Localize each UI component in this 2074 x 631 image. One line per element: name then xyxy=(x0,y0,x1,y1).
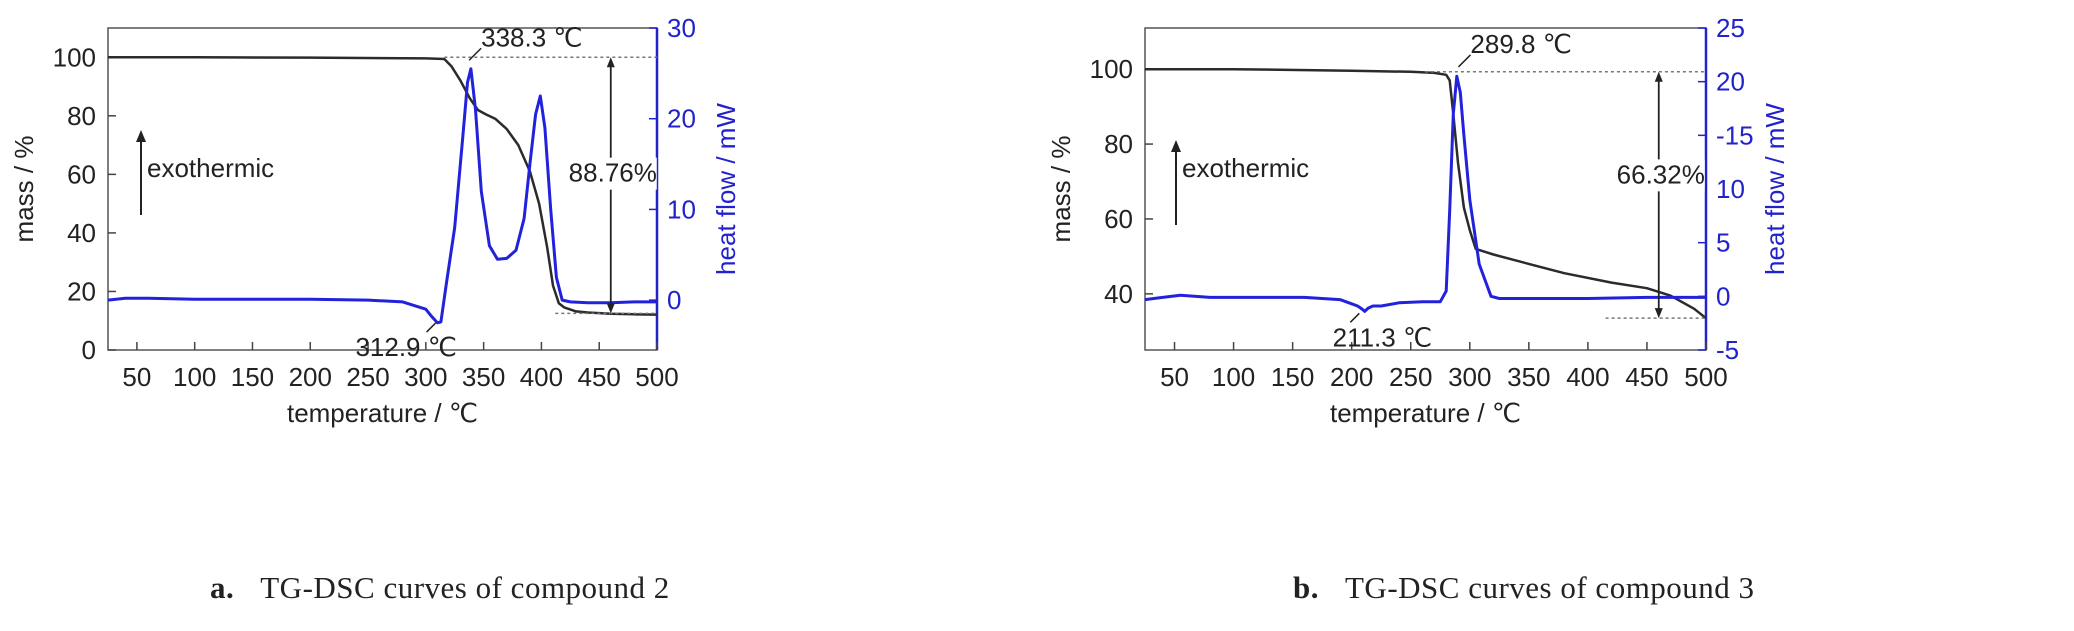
y-tick-label: 100 xyxy=(1090,54,1133,84)
y2-tick-label: 0 xyxy=(667,285,681,315)
x-tick-label: 50 xyxy=(122,362,151,392)
exothermic-arrow-icon xyxy=(1171,140,1181,152)
y2-tick-label: 25 xyxy=(1716,13,1745,43)
trough-label: 312.9 ℃ xyxy=(355,332,457,362)
y-tick-label: 100 xyxy=(53,42,96,72)
x-tick-label: 450 xyxy=(1625,362,1668,392)
figure-b: 50 100 150 200 250 300 350 400 450 500 40 60 80 100 -5… xyxy=(1037,0,2074,631)
y2-tick-label: 10 xyxy=(1716,174,1745,204)
y-tick-label: 60 xyxy=(1104,204,1133,234)
mass-loss-label-bg xyxy=(1612,159,1705,192)
caption-b-text: TG-DSC curves of compound 3 xyxy=(1345,570,1755,605)
y2-tick-label: 0 xyxy=(1716,281,1730,311)
mass-curve xyxy=(1145,67,1707,320)
mass-loss-arrow-down-icon xyxy=(606,303,615,314)
mass-loss-label: 88.76% xyxy=(569,158,657,188)
y2-tick-label: 30 xyxy=(667,13,696,43)
x-tick-label: 500 xyxy=(635,362,678,392)
exothermic-arrow-icon xyxy=(136,130,146,142)
chart-a: 50 100 150 200 250 300 350 400 450 50002040608010… xyxy=(9,13,741,428)
chart-b: 50 100 150 200 250 300 350 400 450 500406080100-5… xyxy=(1046,13,1790,428)
exothermic-label: exothermic xyxy=(147,153,274,183)
y2-tick-label: -15 xyxy=(1716,120,1754,150)
x-axis-label: temperature / ℃ xyxy=(1330,398,1521,428)
trough-leader-line xyxy=(426,322,437,333)
y-axis-label: mass / % xyxy=(1046,136,1076,243)
y-tick-label: 20 xyxy=(67,276,96,306)
heat-flow-curve xyxy=(1144,74,1706,313)
y-tick-label: 40 xyxy=(1104,279,1133,309)
y-tick-label: 80 xyxy=(1104,129,1133,159)
exothermic-label: exothermic xyxy=(1182,153,1309,183)
figure-a: 50 100 150 200 250 300 350 400 450 500 0 20 40 60 80 10… xyxy=(9,13,741,606)
x-tick-label: 400 xyxy=(520,362,563,392)
x-tick-label: 300 xyxy=(404,362,447,392)
mass-loss-label: 66.32% xyxy=(1617,159,1705,189)
mass-loss-arrow-up-icon xyxy=(1654,71,1663,82)
mass-curve xyxy=(108,56,658,316)
caption-a-text: TG-DSC curves of compound 2 xyxy=(260,570,670,605)
y2-tick-label: 20 xyxy=(1716,67,1745,97)
x-axis-label: temperature / ℃ xyxy=(287,398,478,428)
x-tick-label: 500 xyxy=(1684,362,1727,392)
y-tick-label: 80 xyxy=(67,101,96,131)
mass-loss-label-bg xyxy=(564,157,657,190)
x-tick-label: 250 xyxy=(1389,362,1432,392)
y-tick-label: 40 xyxy=(67,218,96,248)
caption-b: b. TG-DSC curves of compound 3 xyxy=(1293,570,1755,606)
peak-label: 289.8 ℃ xyxy=(1470,29,1572,59)
y-tick-label: 0 xyxy=(82,335,96,365)
y-tick-label: 60 xyxy=(67,159,96,189)
x-tick-label: 100 xyxy=(1212,362,1255,392)
x-tick-label: 150 xyxy=(231,362,274,392)
trough-leader-line xyxy=(1349,312,1360,323)
x-tick-label: 150 xyxy=(1271,362,1314,392)
x-tick-label: 350 xyxy=(1507,362,1550,392)
x-tick-label: 300 xyxy=(1448,362,1491,392)
x-tick-label: 50 xyxy=(1160,362,1189,392)
x-tick-label: 200 xyxy=(289,362,332,392)
peak-leader-line xyxy=(1457,54,1471,68)
x-tick-label: 250 xyxy=(346,362,389,392)
x-tick-label: 350 xyxy=(462,362,505,392)
y2-axis-label: heat flow / mW xyxy=(1760,103,1790,275)
y2-tick-label: 5 xyxy=(1716,228,1730,258)
x-tick-label: 100 xyxy=(173,362,216,392)
y2-tick-label: 10 xyxy=(667,194,696,224)
y2-axis-label: heat flow / mW xyxy=(711,103,741,275)
caption-a-label: a. xyxy=(210,570,235,605)
heat-flow-curve xyxy=(107,67,657,325)
mass-loss-arrow-down-icon xyxy=(1654,308,1663,319)
trough-label: 211.3 ℃ xyxy=(1333,322,1433,352)
x-tick-label: 200 xyxy=(1330,362,1373,392)
caption-a: a. TG-DSC curves of compound 2 xyxy=(210,570,670,606)
y2-tick-label: 20 xyxy=(667,104,696,134)
peak-label: 338.3 ℃ xyxy=(481,22,582,52)
caption-b-label: b. xyxy=(1293,570,1319,605)
y-axis-label: mass / % xyxy=(9,136,39,243)
mass-loss-arrow-up-icon xyxy=(606,57,615,68)
peak-leader-line xyxy=(468,47,482,61)
x-tick-label: 450 xyxy=(578,362,621,392)
y2-tick-label: -5 xyxy=(1716,335,1739,365)
x-tick-label: 400 xyxy=(1566,362,1609,392)
